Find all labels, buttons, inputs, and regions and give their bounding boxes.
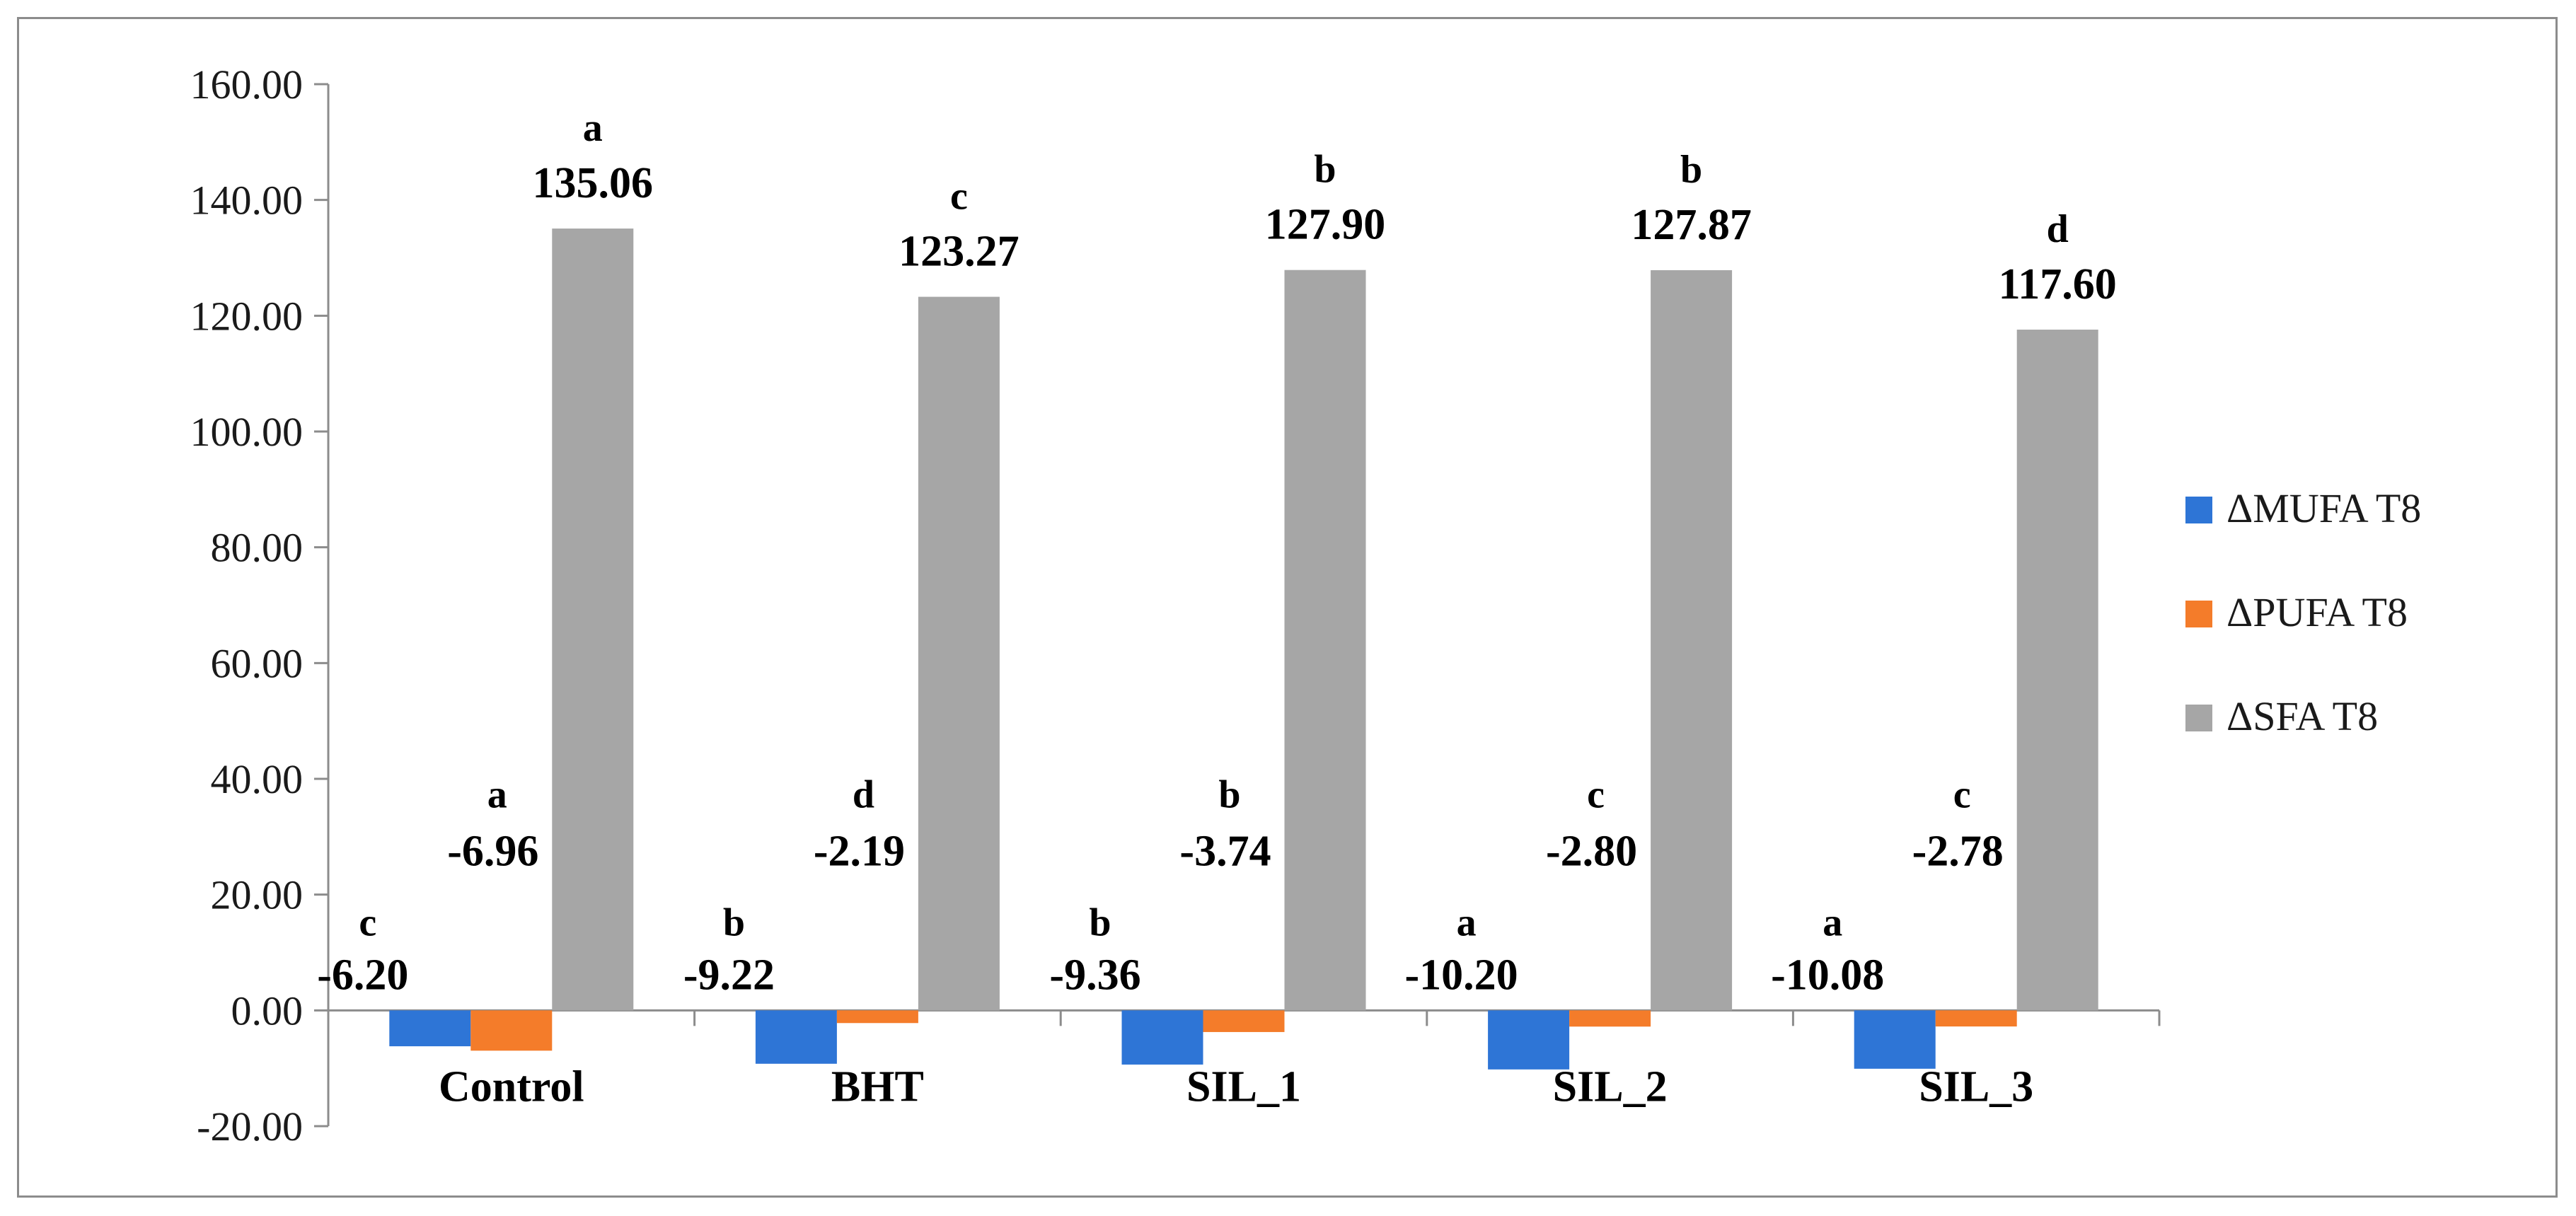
bar — [918, 296, 1000, 1011]
bar — [755, 1010, 837, 1064]
bar — [552, 228, 634, 1011]
data-labels: -6.20 c -9.22 b -9.36 b -10.20 a -10.08 a -6.96 a -2… — [317, 106, 2117, 999]
legend: ΔMUFA T8 ΔPUFA T8 ΔSFA T8 — [2185, 485, 2421, 739]
data-label: -6.20 — [317, 951, 408, 999]
y-tick-label: 40.00 — [211, 756, 304, 802]
data-label: 117.60 — [1999, 260, 2117, 308]
y-tick-label: -20.00 — [197, 1104, 303, 1150]
bar — [1284, 270, 1366, 1011]
legend-swatch — [2185, 497, 2212, 523]
significance-letter: a — [583, 106, 603, 150]
significance-letter: d — [2047, 207, 2069, 251]
significance-letter: c — [359, 901, 376, 944]
y-tick-label: 160.00 — [190, 62, 304, 108]
y-tick-label: 60.00 — [211, 640, 304, 686]
y-tick-label: 120.00 — [190, 293, 304, 339]
legend-swatch — [2185, 705, 2212, 731]
significance-letter: b — [1314, 148, 1336, 192]
x-tick-label: SIL_2 — [1553, 1062, 1668, 1111]
legend-entry: ΔSFA T8 — [2226, 693, 2378, 739]
legend-swatch — [2185, 601, 2212, 627]
significance-letter: c — [1587, 772, 1605, 816]
data-label: -2.19 — [814, 827, 905, 875]
significance-letter: b — [1680, 148, 1702, 192]
data-label: 127.87 — [1631, 201, 1752, 249]
data-label: 135.06 — [533, 159, 654, 207]
significance-letter: b — [1089, 901, 1111, 944]
significance-letter: c — [950, 175, 968, 219]
bars — [389, 228, 2098, 1070]
bar — [389, 1010, 471, 1047]
bar — [1488, 1010, 1570, 1070]
significance-letter: c — [1953, 772, 1971, 816]
data-label: -9.22 — [683, 951, 775, 999]
bar-chart: 160.00 140.00 120.00 100.00 80.00 60.00 40.00 2… — [190, 62, 2422, 1150]
data-label: -10.08 — [1771, 951, 1884, 999]
legend-entry: ΔMUFA T8 — [2226, 485, 2421, 531]
data-label: -3.74 — [1179, 827, 1271, 875]
significance-letter: b — [723, 901, 745, 944]
bar — [1854, 1010, 1936, 1069]
data-label: -10.20 — [1405, 951, 1518, 999]
y-tick-label: 140.00 — [190, 178, 304, 224]
y-tick-label: 100.00 — [190, 409, 304, 455]
significance-letter: a — [487, 772, 507, 816]
bar — [836, 1010, 918, 1024]
bar — [470, 1010, 553, 1051]
significance-letter: a — [1823, 901, 1842, 944]
significance-letter: b — [1218, 772, 1240, 816]
y-axis: 160.00 140.00 120.00 100.00 80.00 60.00 40.00 2… — [190, 62, 330, 1150]
bar — [1935, 1010, 2017, 1027]
y-tick-label: 0.00 — [231, 988, 304, 1033]
data-label: -2.80 — [1546, 827, 1637, 875]
legend-entry: ΔPUFA T8 — [2226, 589, 2408, 635]
significance-letter: a — [1457, 901, 1477, 944]
x-tick-label: SIL_1 — [1186, 1062, 1301, 1111]
chart-frame: 160.00 140.00 120.00 100.00 80.00 60.00 40.00 2… — [17, 17, 2558, 1198]
bar — [1569, 1010, 1651, 1027]
bar — [1121, 1010, 1203, 1065]
y-tick-label: 20.00 — [211, 872, 304, 918]
bar — [1203, 1010, 1285, 1032]
data-label: -2.78 — [1912, 827, 2004, 875]
data-label: -9.36 — [1049, 951, 1140, 999]
x-tick-label: BHT — [831, 1062, 924, 1111]
y-tick-label: 80.00 — [211, 525, 304, 571]
x-axis: Control BHT SIL_1 SIL_2 SIL_3 — [328, 1009, 2161, 1111]
x-tick-label: Control — [439, 1062, 584, 1111]
bar — [1651, 270, 1733, 1011]
significance-letter: d — [853, 772, 874, 816]
data-label: 123.27 — [899, 228, 1020, 276]
data-label: -6.96 — [447, 827, 538, 875]
data-label: 127.90 — [1265, 201, 1386, 249]
bar — [2016, 329, 2098, 1011]
x-tick-label: SIL_3 — [1919, 1062, 2033, 1111]
